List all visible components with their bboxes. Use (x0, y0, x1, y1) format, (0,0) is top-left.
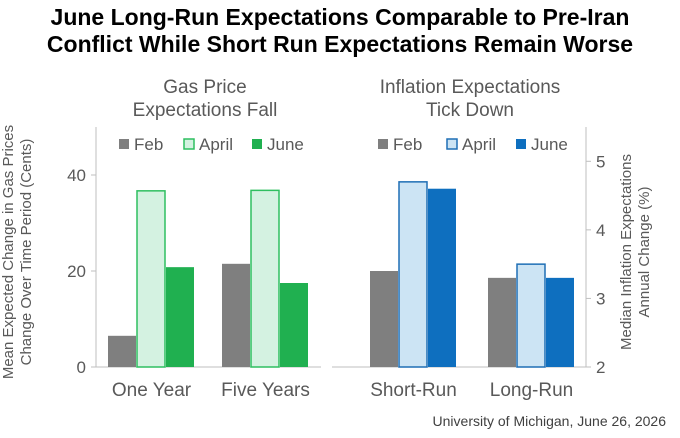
panel-title-line: Inflation Expectations (380, 77, 561, 98)
bar-june-five-years (280, 283, 308, 367)
x-category-label: One Year (112, 380, 192, 401)
legend-swatch-feb (119, 139, 129, 149)
legend-swatch-june (516, 139, 526, 149)
y-axis-title-line: Mean Expected Change in Gas Prices (0, 125, 17, 379)
panel-title-line: Tick Down (426, 100, 514, 121)
bar-feb-one-year (108, 335, 136, 367)
legend-label-april: April (462, 135, 496, 154)
y-tick-label: 4 (596, 221, 605, 240)
bar-feb-short-run (370, 271, 398, 367)
legend-label-feb: Feb (134, 135, 163, 154)
legend-label-april: April (199, 135, 233, 154)
bar-april-five-years (250, 189, 280, 368)
y-axis-title-line: Annual Change (%) (636, 187, 653, 318)
legend-swatch-april (183, 138, 195, 150)
bar-june-short-run (428, 188, 456, 367)
page-title: June Long-Run Expectations Comparable to… (46, 4, 634, 57)
panel-title-line: Gas Price (163, 77, 246, 98)
bar-june-long-run (546, 277, 574, 367)
source-caption: University of Michigan, June 26, 2026 (432, 413, 666, 429)
x-category-label: Long-Run (490, 380, 573, 401)
y-tick-label: 40 (67, 166, 86, 185)
y-tick-label: 20 (67, 262, 86, 281)
y-tick-label: 5 (596, 152, 605, 171)
legend-swatch-june (252, 139, 262, 149)
y-tick-label: 0 (77, 358, 86, 377)
legend-label-feb: Feb (393, 135, 422, 154)
legend-swatch-feb (378, 139, 388, 149)
y-axis-title-line: Change Over Time Period (Cents) (18, 139, 35, 366)
bar-april-short-run (398, 181, 428, 368)
legend-swatch-april (446, 138, 458, 150)
bar-feb-long-run (488, 277, 516, 367)
legend-label-june: June (267, 135, 304, 154)
bar-april-one-year (136, 190, 166, 368)
x-category-label: Five Years (221, 380, 310, 401)
legend-label-june: June (531, 135, 568, 154)
y-axis-title-line: Median Inflation Expectations (618, 154, 635, 350)
x-category-label: Short-Run (370, 380, 457, 401)
panel-title-line: Expectations Fall (133, 100, 278, 121)
bar-june-one-year (166, 267, 194, 367)
bar-april-long-run (516, 263, 546, 368)
y-tick-label: 2 (596, 358, 605, 377)
y-tick-label: 3 (596, 289, 605, 308)
bar-feb-five-years (222, 263, 250, 367)
